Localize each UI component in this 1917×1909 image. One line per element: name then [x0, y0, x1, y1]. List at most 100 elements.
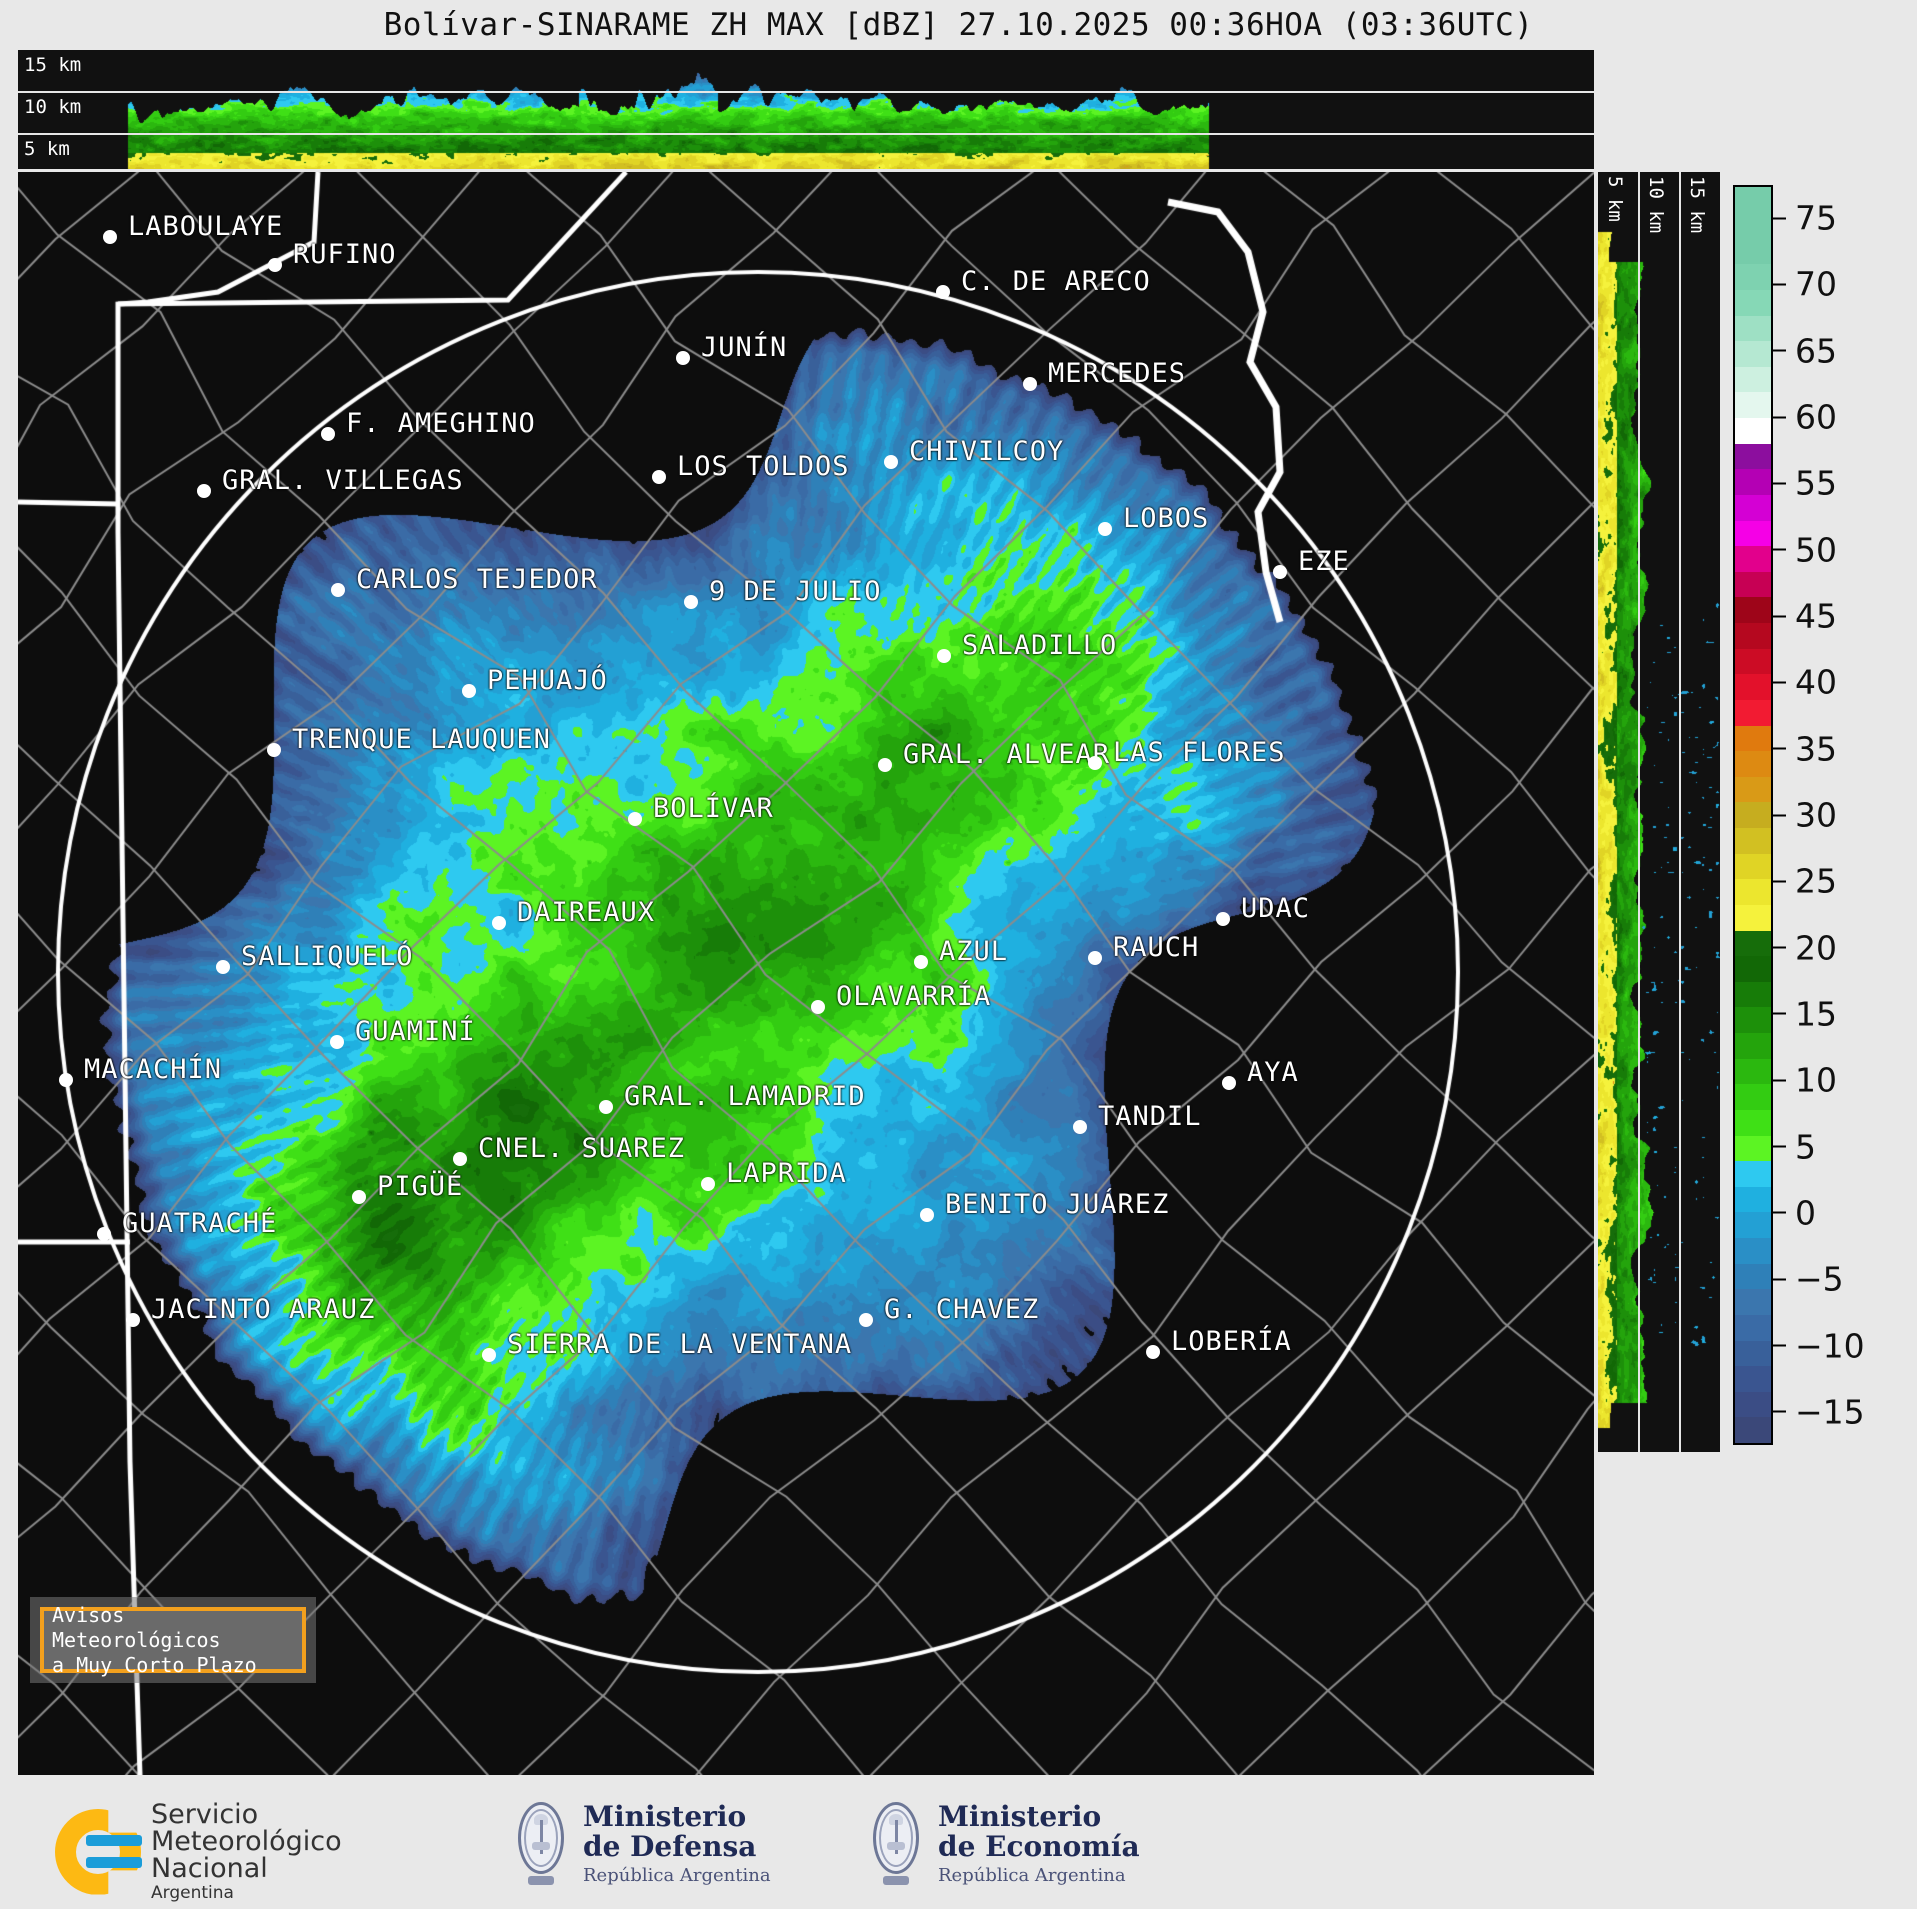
city-label: LOS TOLDOS: [677, 451, 850, 482]
city-label: PEHUAJÓ: [487, 665, 608, 696]
city-dot-icon: [321, 427, 335, 441]
city-dot-icon: [1088, 756, 1102, 770]
colorbar-swatch-6: [1735, 1263, 1771, 1290]
city-dot-icon: [1023, 377, 1037, 391]
city-label: C. DE ARECO: [961, 266, 1151, 297]
city-label: GUAMINÍ: [355, 1016, 476, 1047]
city-label: MACACHÍN: [84, 1054, 223, 1085]
colorbar-tick-15: 15: [1773, 994, 1837, 1033]
colorbar-swatch-45: [1735, 264, 1771, 290]
city-dot-icon: [652, 470, 666, 484]
radar-map[interactable]: LABOULAYE RUFINO C. DE ARECO JUNÍN MERCEDES F…: [18, 172, 1594, 1775]
colorbar-tick-65: 65: [1773, 331, 1837, 370]
city-label: MERCEDES: [1048, 358, 1187, 389]
city-label: SIERRA DE LA VENTANA: [507, 1329, 853, 1360]
logo-smn: Servicio Meteorológico Nacional Argentin…: [55, 1801, 342, 1902]
colorbar-tick-0: 0: [1773, 1193, 1816, 1232]
height-label-10km: 10 km: [24, 96, 82, 118]
city-dot-icon: [684, 595, 698, 609]
city-dot-icon: [937, 649, 951, 663]
colorbar-swatch-40: [1735, 392, 1771, 418]
city-dot-icon: [676, 351, 690, 365]
city-label: CNEL. SUAREZ: [478, 1133, 686, 1164]
city-label: SALADILLO: [962, 630, 1118, 661]
colorbar-swatch-48: [1735, 187, 1771, 213]
colorbar-swatch-0: [1735, 1417, 1771, 1443]
city-dot-icon: [1098, 522, 1112, 536]
height-label-right-10km: 10 km: [1645, 176, 1667, 234]
footer-logos: Servicio Meteorológico Nacional Argentin…: [0, 1785, 1917, 1909]
city-label: RUFINO: [293, 239, 397, 270]
colorbar-swatch-20: [1735, 904, 1771, 931]
colorbar-swatch-38: [1735, 443, 1771, 470]
city-dot-icon: [492, 916, 506, 930]
argentina-coat-of-arms-icon: [510, 1798, 572, 1890]
colorbar-tick-35: 35: [1773, 729, 1837, 768]
city-label: CHIVILCOY: [909, 436, 1065, 467]
radar-reflectivity-canvas: [18, 172, 1594, 1775]
city-dot-icon: [914, 955, 928, 969]
colorbar-tick-50: 50: [1773, 530, 1837, 569]
colorbar-swatch-5: [1735, 1289, 1771, 1315]
city-dot-icon: [884, 455, 898, 469]
city-label: JACINTO ARAUZ: [151, 1294, 376, 1325]
colorbar-swatch-47: [1735, 213, 1771, 239]
city-dot-icon: [920, 1208, 934, 1222]
colorbar-swatch-36: [1735, 494, 1771, 521]
city-dot-icon: [1088, 951, 1102, 965]
city-label: G. CHAVEZ: [884, 1294, 1040, 1325]
colorbar-swatch-28: [1735, 699, 1771, 726]
city-label: EZE: [1298, 546, 1350, 577]
smn-line-1: Servicio: [151, 1799, 259, 1830]
colorbar-tick-labels: 75 70 65 60 55 50 45 40 35 30 25 20 15 10 5 0 −5 −10 −15: [1773, 185, 1893, 1445]
city-label: LAS FLORES: [1113, 737, 1286, 768]
colorbar-swatch-12: [1735, 1109, 1771, 1136]
height-label-15km: 15 km: [24, 54, 82, 76]
economia-line-2: de Economía: [938, 1830, 1140, 1864]
city-dot-icon: [936, 285, 950, 299]
top-cross-section-panel: 15 km 10 km 5 km: [18, 50, 1594, 169]
colorbar-swatch-9: [1735, 1186, 1771, 1213]
city-dot-icon: [97, 1227, 111, 1241]
colorbar-tick-55: 55: [1773, 464, 1837, 503]
city-dot-icon: [482, 1348, 496, 1362]
colorbar-swatch-3: [1735, 1340, 1771, 1367]
colorbar-tick--10: −10: [1773, 1326, 1865, 1365]
city-label: CARLOS TEJEDOR: [356, 564, 598, 595]
colorbar-tick-10: 10: [1773, 1061, 1837, 1100]
economia-line-1: Ministerio: [938, 1800, 1102, 1834]
city-dot-icon: [216, 960, 230, 974]
height-label-right-5km: 5 km: [1604, 176, 1626, 222]
colorbar-swatch-26: [1735, 751, 1771, 777]
warning-box[interactable]: Avisos Meteorológicos a Muy Corto Plazo: [40, 1603, 306, 1677]
colorbar-swatch-25: [1735, 776, 1771, 803]
colorbar-swatch-29: [1735, 674, 1771, 700]
smn-line-3: Nacional: [151, 1853, 268, 1884]
city-dot-icon: [1146, 1345, 1160, 1359]
colorbar-tick-45: 45: [1773, 597, 1837, 636]
city-dot-icon: [1216, 912, 1230, 926]
city-label: RAUCH: [1113, 932, 1200, 963]
city-label: TANDIL: [1098, 1101, 1202, 1132]
colorbar-swatch-32: [1735, 597, 1771, 623]
city-label: GUATRACHÉ: [122, 1208, 278, 1239]
page-title: Bolívar-SINARAME ZH MAX [dBZ] 27.10.2025…: [383, 7, 1534, 43]
colorbar-swatch-31: [1735, 623, 1771, 649]
city-label: BOLÍVAR: [653, 793, 774, 824]
defensa-sub: República Argentina: [583, 1865, 771, 1887]
right-cross-section-canvas: [1598, 172, 1720, 1452]
colorbar-swatch-15: [1735, 1033, 1771, 1059]
city-dot-icon: [330, 1035, 344, 1049]
colorbar-swatch-35: [1735, 520, 1771, 547]
city-label: DAIREAUX: [517, 897, 656, 928]
colorbar-swatch-27: [1735, 725, 1771, 752]
colorbar-swatch-2: [1735, 1366, 1771, 1392]
city-label: PIGÜÉ: [377, 1171, 464, 1202]
colorbar-swatch-34: [1735, 546, 1771, 572]
city-label: OLAVARRÍA: [836, 981, 992, 1012]
city-dot-icon: [103, 230, 117, 244]
city-dot-icon: [453, 1152, 467, 1166]
colorbar-swatch-14: [1735, 1058, 1771, 1085]
colorbar-swatch-19: [1735, 930, 1771, 957]
colorbar-swatch-33: [1735, 571, 1771, 598]
